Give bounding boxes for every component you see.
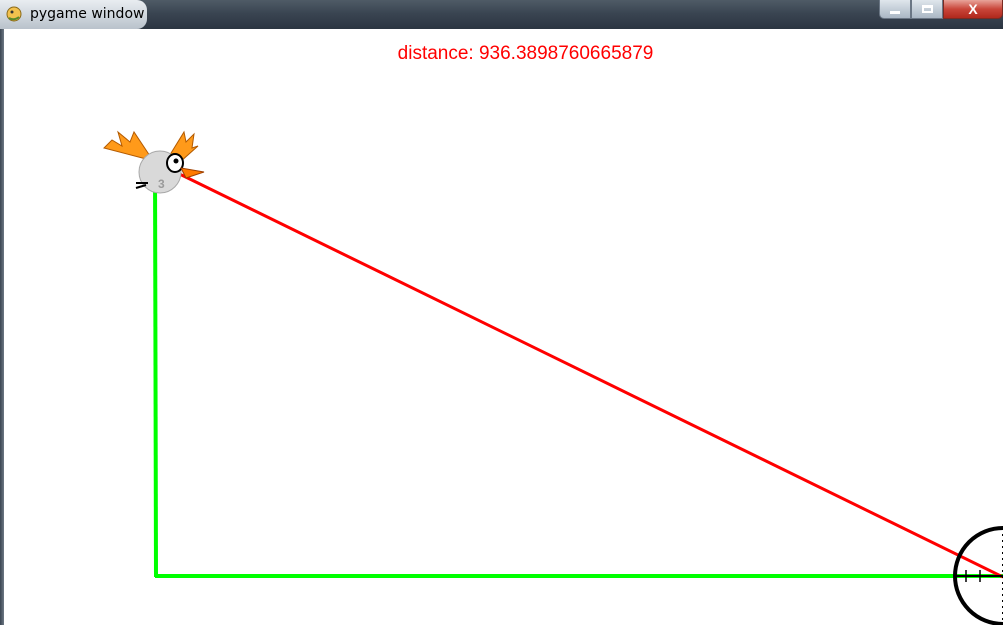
window-titlebar[interactable]: pygame window X — [0, 0, 1003, 29]
minimize-button[interactable] — [879, 0, 911, 19]
window-title: pygame window — [30, 6, 145, 22]
window-controls: X — [879, 0, 1003, 20]
title-tab: pygame window — [0, 0, 147, 29]
maximize-icon — [912, 0, 942, 18]
crosshair-target — [953, 526, 1003, 625]
bird-badge: 3 — [158, 177, 165, 191]
minimize-icon — [880, 0, 910, 18]
distance-readout: distance: 936.3898760665879 — [397, 43, 654, 64]
distance-line — [154, 160, 1003, 579]
close-icon: X — [968, 1, 978, 17]
bird-sprite: 3 — [103, 130, 205, 194]
game-canvas[interactable] — [4, 29, 1003, 625]
vertical-leg-line — [153, 165, 158, 578]
window-frame-left — [0, 29, 4, 625]
pygame-snake-icon — [6, 6, 22, 22]
maximize-button[interactable] — [911, 0, 943, 19]
